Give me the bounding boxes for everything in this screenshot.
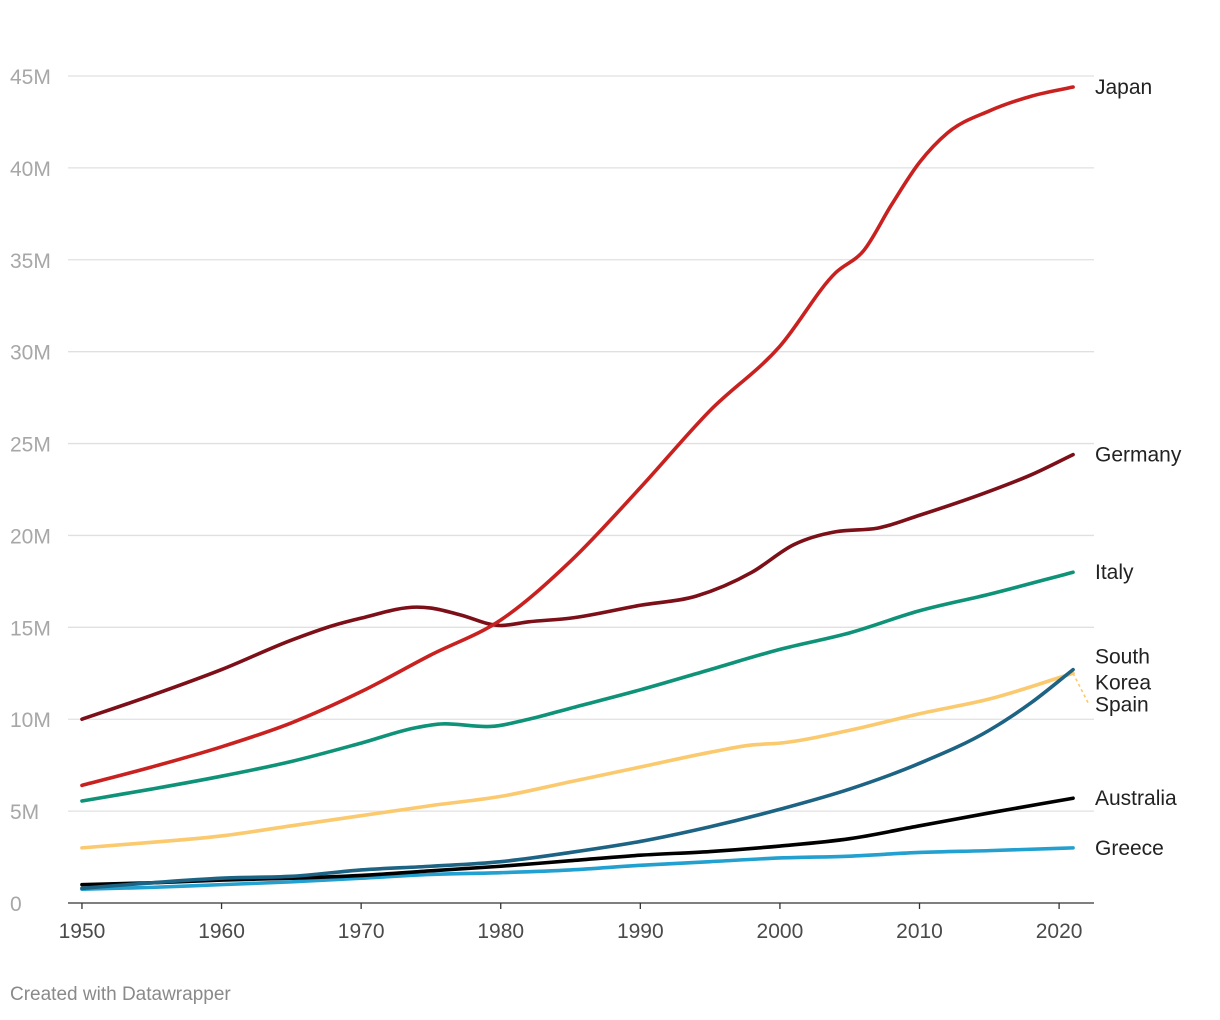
x-tick-label-1990: 1990 bbox=[617, 920, 664, 943]
series-line-spain bbox=[80, 671, 1075, 850]
series-line-germany bbox=[80, 452, 1075, 722]
series-label-germany: Germany bbox=[1095, 444, 1182, 467]
x-tick-label-2000: 2000 bbox=[757, 920, 804, 943]
x-tick-label-1970: 1970 bbox=[338, 920, 385, 943]
y-tick-label-40M: 40M bbox=[10, 158, 51, 181]
x-tick-label-1950: 1950 bbox=[59, 920, 106, 943]
datawrapper-credit: Created with Datawrapper bbox=[10, 984, 231, 1005]
x-tick-label-1980: 1980 bbox=[477, 920, 524, 943]
y-tick-label-25M: 25M bbox=[10, 434, 51, 457]
line-chart: 0 5M 10M 15M 20M 25M 30M 35M 40M 45M 1950 1960 1970 1… bbox=[10, 66, 1182, 943]
y-tick-label-5M: 5M bbox=[10, 801, 39, 824]
y-tick-label-10M: 10M bbox=[10, 709, 51, 732]
y-tick-label-35M: 35M bbox=[10, 250, 51, 273]
series-label-south-korea-1: South bbox=[1095, 646, 1150, 669]
series-line-japan bbox=[80, 85, 1075, 788]
y-tick-label-30M: 30M bbox=[10, 342, 51, 365]
y-tick-label-20M: 20M bbox=[10, 525, 51, 548]
y-tick-label-15M: 15M bbox=[10, 617, 51, 640]
series-label-australia: Australia bbox=[1095, 787, 1177, 810]
series-label-spain: Spain bbox=[1095, 694, 1149, 717]
series-line-south-korea bbox=[80, 667, 1075, 891]
series-label-japan: Japan bbox=[1095, 76, 1152, 99]
series-line-greece bbox=[80, 846, 1075, 892]
series-leader-spain bbox=[1072, 672, 1090, 705]
series-label-italy: Italy bbox=[1095, 561, 1134, 584]
series-label-greece: Greece bbox=[1095, 837, 1164, 860]
x-tick-label-2010: 2010 bbox=[896, 920, 943, 943]
y-tick-label-45M: 45M bbox=[10, 66, 51, 89]
series-line-australia bbox=[80, 796, 1075, 887]
x-tick-label-2020: 2020 bbox=[1036, 920, 1083, 943]
series-line-italy bbox=[80, 570, 1075, 803]
y-tick-label-0: 0 bbox=[10, 893, 22, 916]
x-tick-label-1960: 1960 bbox=[198, 920, 245, 943]
series-label-south-korea-2: Korea bbox=[1095, 672, 1151, 695]
